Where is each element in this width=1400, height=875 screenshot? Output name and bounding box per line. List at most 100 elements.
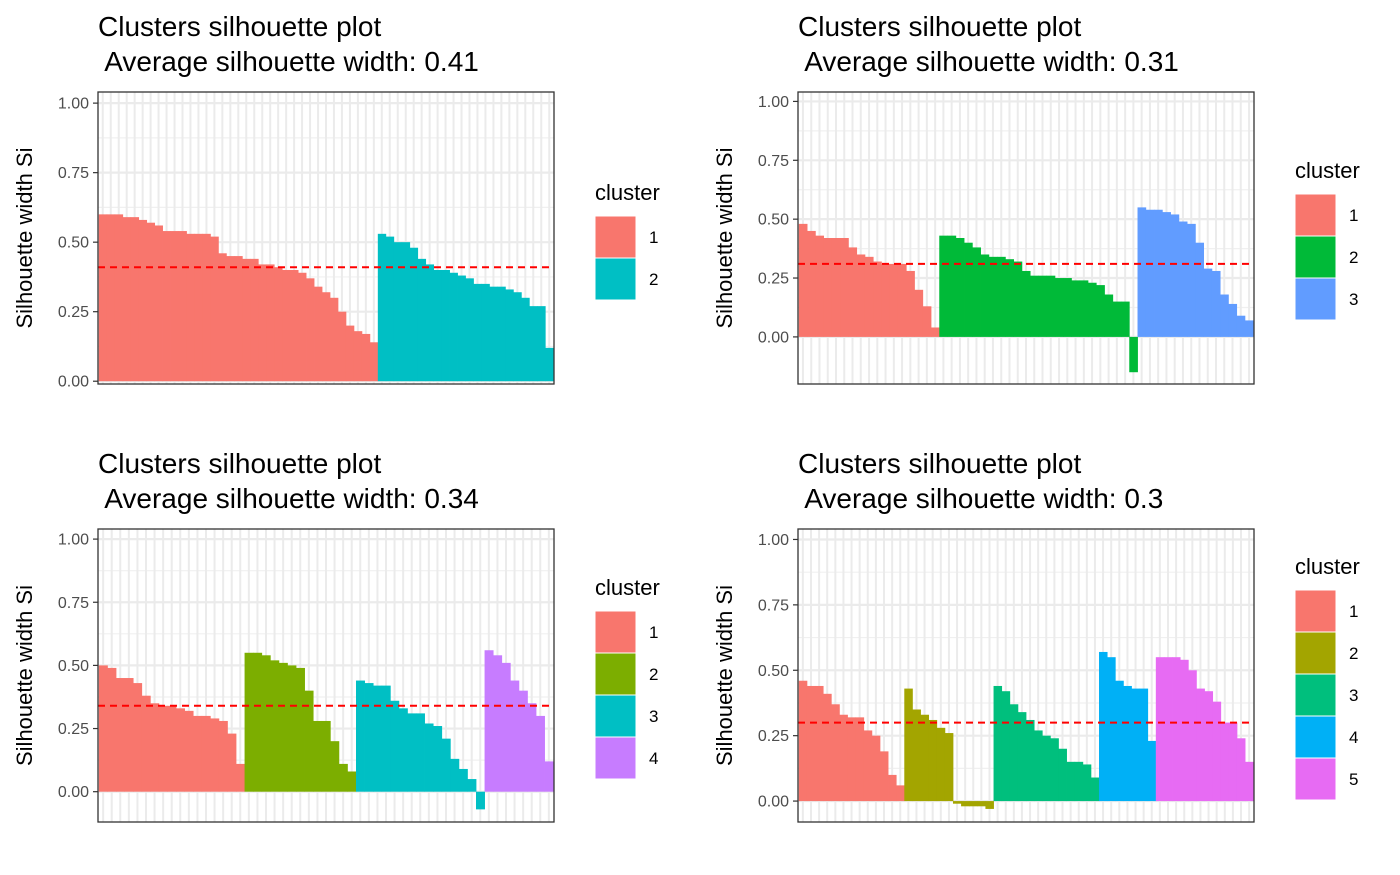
- silhouette-bar: [1220, 294, 1229, 337]
- silhouette-bar: [1050, 738, 1059, 802]
- y-tick-label: 0.00: [58, 374, 89, 391]
- silhouette-bar: [141, 695, 151, 792]
- legend-label-cluster-1: 1: [649, 228, 658, 247]
- y-tick-label: 0.50: [58, 235, 89, 252]
- silhouette-bar: [186, 233, 195, 382]
- silhouette-bar: [1112, 301, 1122, 337]
- silhouette-bar: [798, 680, 808, 802]
- legend-label-cluster-1: 1: [1349, 206, 1358, 225]
- silhouette-bar: [1087, 282, 1097, 337]
- legend-key-cluster-4: [594, 736, 637, 780]
- y-tick-label: 0.25: [58, 304, 89, 321]
- silhouette-bar: [381, 685, 391, 792]
- silhouette-bar: [1162, 212, 1171, 337]
- silhouette-bar: [1079, 280, 1089, 337]
- silhouette-bar: [980, 254, 990, 337]
- silhouette-bar: [184, 710, 194, 792]
- silhouette-bar: [385, 236, 395, 382]
- silhouette-bar: [897, 263, 907, 337]
- silhouette-bar: [236, 763, 245, 792]
- silhouette-bar: [977, 801, 986, 807]
- silhouette-bar: [162, 231, 171, 382]
- legend-label-cluster-5: 5: [1349, 770, 1358, 789]
- y-tick-label: 1.00: [58, 96, 89, 113]
- silhouette-bar: [353, 331, 363, 382]
- y-axis-label: Silhouette width Si: [712, 585, 737, 766]
- y-tick-label: 1.00: [58, 532, 89, 549]
- panel-border: [97, 528, 555, 823]
- silhouette-bar: [1115, 680, 1124, 802]
- silhouette-bar: [1121, 301, 1130, 337]
- panel-border: [797, 91, 1255, 385]
- silhouette-bar: [1187, 223, 1196, 337]
- silhouette-bar: [441, 738, 451, 792]
- silhouette-bar: [997, 256, 1006, 337]
- cluster-1-bars: [98, 665, 245, 792]
- silhouette-bar: [98, 665, 108, 792]
- silhouette-bar: [889, 263, 899, 337]
- y-tick-label: 0.25: [758, 271, 789, 288]
- legend: cluster 1 2: [594, 180, 660, 301]
- silhouette-bar: [433, 269, 442, 382]
- silhouette-bar: [1188, 670, 1197, 802]
- silhouette-bar: [1026, 719, 1035, 802]
- silhouette-bar: [158, 705, 168, 792]
- silhouette-bar: [176, 708, 185, 792]
- silhouette-bar: [154, 225, 163, 382]
- silhouette-bar: [425, 264, 435, 382]
- silhouette-bar: [476, 791, 485, 810]
- silhouette-bar: [1013, 261, 1023, 337]
- cluster-3-bars: [993, 685, 1100, 802]
- chart-subtitle: Average silhouette width: 0.34: [98, 483, 479, 514]
- silhouette-bar: [1147, 740, 1157, 802]
- legend-title: cluster: [1295, 554, 1360, 579]
- silhouette-bar: [904, 688, 913, 802]
- legend-key-cluster-4: [1294, 715, 1337, 759]
- silhouette-bar: [266, 264, 275, 382]
- silhouette-bar: [906, 270, 915, 337]
- silhouette-bar: [467, 779, 477, 792]
- y-tick-label: 0.50: [758, 212, 789, 229]
- silhouette-bar: [1195, 242, 1205, 337]
- silhouette-bar: [417, 258, 427, 382]
- y-tick-label: 0.75: [58, 595, 89, 612]
- silhouette-bar: [537, 306, 546, 382]
- legend-key-cluster-2: [594, 652, 637, 696]
- legend: cluster 1 2 3 4: [594, 575, 660, 780]
- y-tick-label: 0.00: [58, 784, 89, 801]
- y-tick-label: 1.00: [758, 532, 789, 549]
- silhouette-bar: [823, 693, 832, 802]
- silhouette-bar: [473, 283, 482, 382]
- silhouette-bar: [242, 258, 251, 382]
- y-tick-label: 0.25: [58, 721, 89, 738]
- silhouette-bar: [194, 233, 203, 382]
- chart-title: Clusters silhouette plot: [98, 11, 381, 42]
- silhouette-bar: [815, 235, 825, 337]
- silhouette-bar: [450, 758, 460, 792]
- silhouette-bar: [390, 700, 400, 792]
- silhouette-bar: [1244, 320, 1254, 337]
- silhouette-bar: [912, 709, 921, 802]
- silhouette-bar: [847, 717, 857, 802]
- silhouette-bar: [270, 660, 280, 792]
- silhouette-bar: [347, 771, 357, 792]
- silhouette-bar: [1180, 659, 1189, 802]
- silhouette-bar: [1145, 209, 1155, 337]
- silhouette-bar: [863, 730, 873, 802]
- silhouette-bar: [1236, 315, 1246, 337]
- silhouette-bar: [116, 678, 125, 792]
- silhouette-bar: [107, 667, 117, 792]
- y-tick-label: 0.00: [758, 794, 789, 811]
- silhouette-bar: [146, 222, 156, 382]
- silhouette-bar: [314, 286, 323, 382]
- silhouette-bar: [290, 269, 299, 382]
- silhouette-bar: [823, 238, 833, 337]
- silhouette-bar: [936, 727, 946, 802]
- legend-title: cluster: [595, 575, 660, 600]
- silhouette-bar: [274, 267, 283, 382]
- silhouette-bar: [329, 297, 339, 382]
- silhouette-bar: [416, 713, 425, 792]
- silhouette-bar: [138, 219, 148, 382]
- silhouette-bar: [458, 768, 468, 792]
- legend-key-cluster-2: [1294, 631, 1337, 675]
